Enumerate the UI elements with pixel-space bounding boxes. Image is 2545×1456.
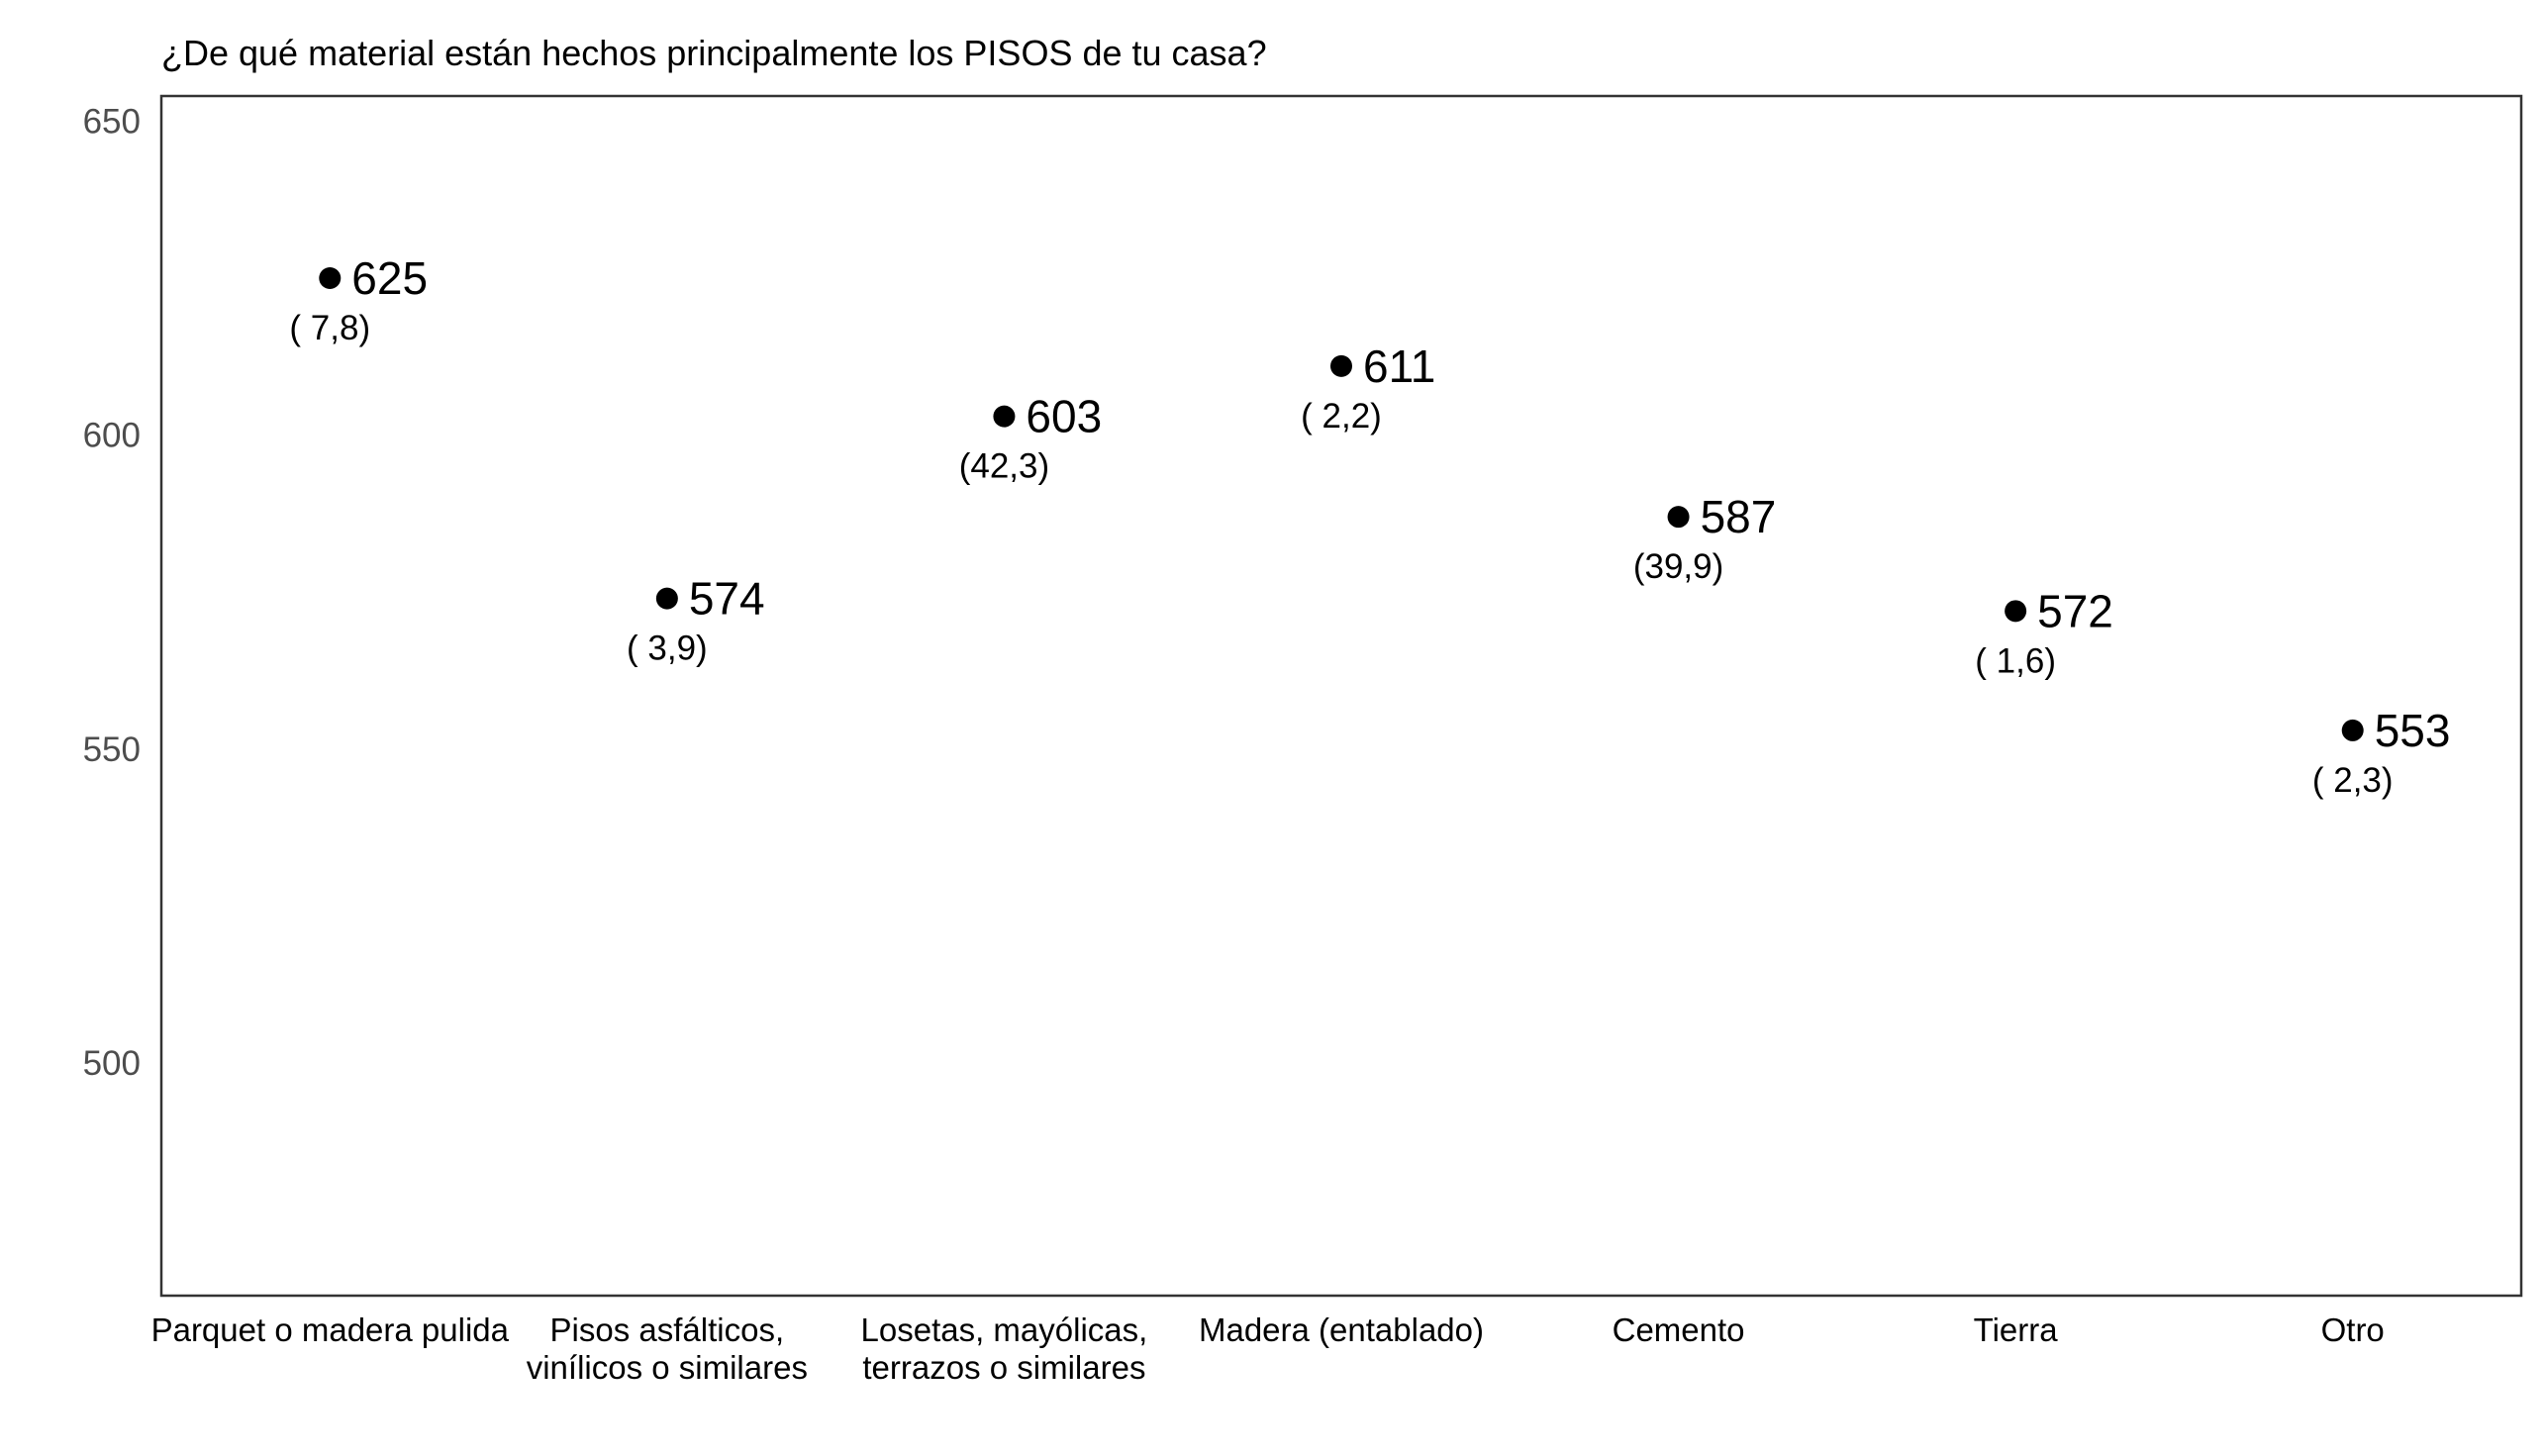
y-tick-label: 550: [83, 730, 141, 769]
chart-title: ¿De qué material están hechos principalm…: [161, 33, 1267, 73]
data-point: [655, 587, 678, 610]
y-tick-label: 650: [83, 102, 141, 141]
percent-label: ( 1,6): [1975, 641, 2056, 680]
data-value-label: 611: [1363, 340, 1435, 392]
x-tick-label: terrazos o similares: [862, 1349, 1145, 1386]
y-tick-label: 600: [83, 417, 141, 455]
x-axis: Parquet o madera pulida Pisos asfálticos,…: [151, 1311, 2385, 1386]
data-point: [319, 267, 342, 290]
plot-frame: [159, 94, 2523, 1298]
data-value-label: 553: [2375, 705, 2451, 756]
percent-label: ( 7,8): [289, 309, 370, 347]
data-point: [1667, 506, 1690, 529]
x-tick-label: Otro: [2321, 1311, 2385, 1348]
data-value-label: 574: [689, 573, 765, 625]
data-value-label: 603: [1026, 391, 1102, 442]
x-tick-label: vinílicos o similares: [527, 1349, 808, 1386]
data-point: [2005, 600, 2027, 623]
data-value-label: 572: [2037, 585, 2113, 636]
y-tick-label: 500: [83, 1044, 141, 1083]
x-tick-label: Cemento: [1613, 1311, 1745, 1348]
percent-label: (42,3): [959, 447, 1049, 486]
x-tick-label: Parquet o madera pulida: [151, 1311, 510, 1348]
data-points: 625 ( 7,8) 574 ( 3,9) 603 (42,3) 611 ( 2,2) 587 (…: [289, 252, 2450, 800]
data-point: [2341, 719, 2364, 741]
x-tick-label: Losetas, mayólicas,: [861, 1311, 1148, 1348]
x-tick-label: Pisos asfálticos,: [550, 1311, 785, 1348]
y-axis: 500 550 600 650: [83, 102, 141, 1083]
data-value-label: 587: [1701, 491, 1777, 542]
x-tick-label: Tierra: [1974, 1311, 2059, 1348]
percent-label: ( 2,2): [1301, 397, 1382, 436]
data-value-label: 625: [351, 252, 428, 304]
data-point: [1330, 354, 1352, 377]
x-tick-label: Madera (entablado): [1199, 1311, 1484, 1348]
percent-label: (39,9): [1633, 547, 1723, 586]
percent-label: ( 2,3): [2312, 761, 2394, 800]
percent-label: ( 3,9): [627, 630, 708, 668]
data-point: [993, 405, 1016, 428]
